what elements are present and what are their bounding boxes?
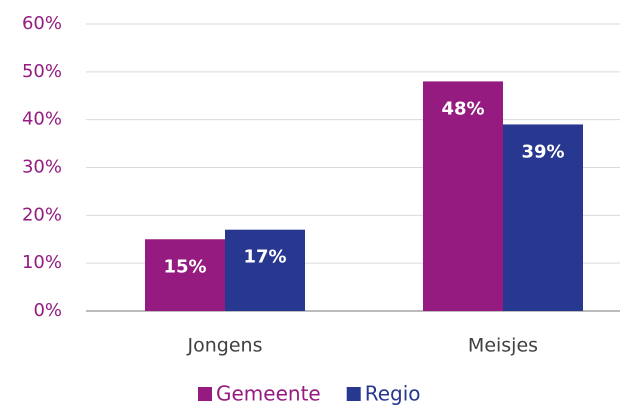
bar xyxy=(225,229,305,311)
y-tick-label: 30% xyxy=(22,157,62,178)
data-label: 39% xyxy=(521,141,564,162)
legend-swatch xyxy=(346,387,361,401)
data-label: 48% xyxy=(441,98,484,119)
legend-label: Gemeente xyxy=(216,382,321,406)
y-tick-label: 0% xyxy=(33,300,62,321)
y-tick-label: 50% xyxy=(22,61,62,82)
bar xyxy=(423,81,503,312)
bar xyxy=(503,124,583,311)
y-tick-label: 10% xyxy=(22,252,62,273)
y-tick-label: 60% xyxy=(22,13,62,34)
bar xyxy=(145,239,225,311)
x-tick-label: Jongens xyxy=(187,335,263,357)
legend-label: Regio xyxy=(365,382,421,406)
data-label: 15% xyxy=(163,256,206,277)
legend-swatch xyxy=(198,387,212,401)
x-tick-label: Meisjes xyxy=(468,335,538,357)
y-tick-label: 20% xyxy=(22,204,62,225)
data-label: 17% xyxy=(243,247,286,268)
y-tick-label: 40% xyxy=(22,109,62,130)
